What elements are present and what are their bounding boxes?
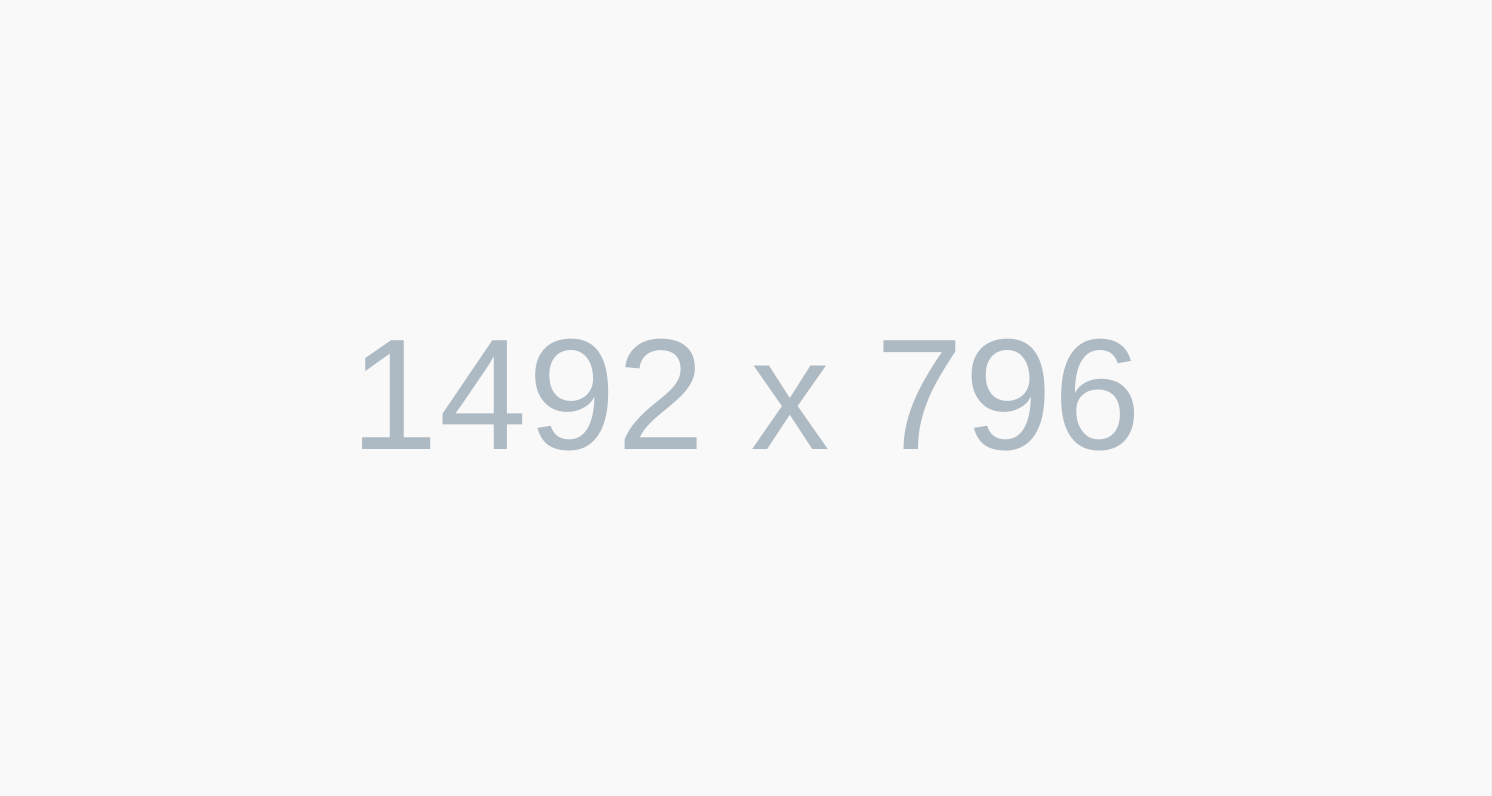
dimensions-label: 1492 x 796	[350, 307, 1142, 483]
